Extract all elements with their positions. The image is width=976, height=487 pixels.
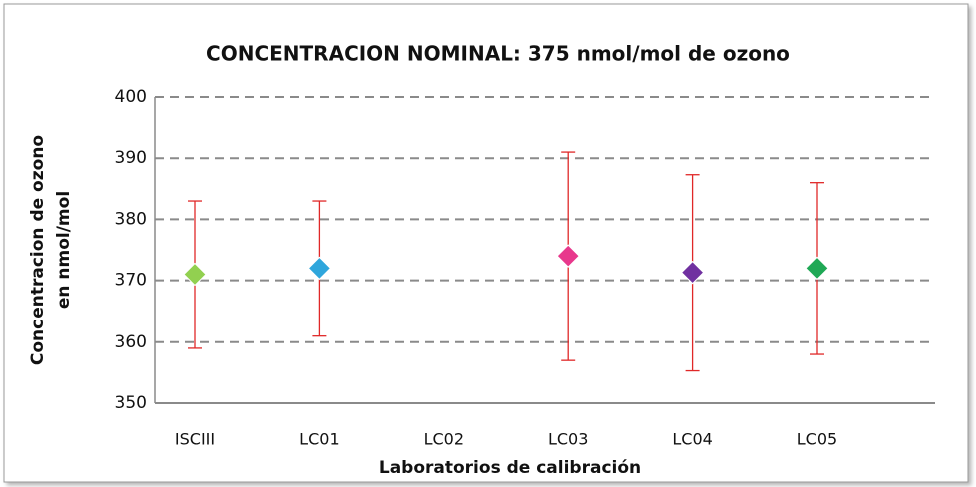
y-tick-label: 400	[115, 87, 147, 107]
chart-title: CONCENTRACION NOMINAL: 375 nmol/mol de o…	[206, 42, 790, 66]
x-tick-label: LC04	[672, 430, 712, 449]
y-axis-label: en nmol/mol	[54, 191, 74, 309]
x-axis-label: Laboratorios de calibración	[379, 458, 641, 478]
point-marker	[556, 244, 580, 268]
y-tick-label: 350	[115, 393, 147, 413]
x-tick-label: LC03	[548, 430, 588, 449]
x-tick-label: LC02	[424, 430, 464, 449]
x-tick-label: LC05	[797, 430, 837, 449]
chart-frame	[3, 3, 969, 483]
y-axis-label: Concentracion de ozono	[28, 135, 48, 365]
point-marker	[680, 260, 705, 285]
y-tick-label: 390	[115, 148, 147, 168]
point-marker	[183, 262, 207, 287]
point-marker	[307, 256, 332, 281]
point-marker	[805, 256, 829, 281]
x-tick-label: ISCIII	[175, 430, 215, 449]
x-tick-label: LC01	[299, 430, 339, 449]
y-tick-label: 370	[115, 271, 147, 291]
y-tick-label: 360	[115, 332, 147, 352]
y-tick-label: 380	[115, 209, 147, 229]
